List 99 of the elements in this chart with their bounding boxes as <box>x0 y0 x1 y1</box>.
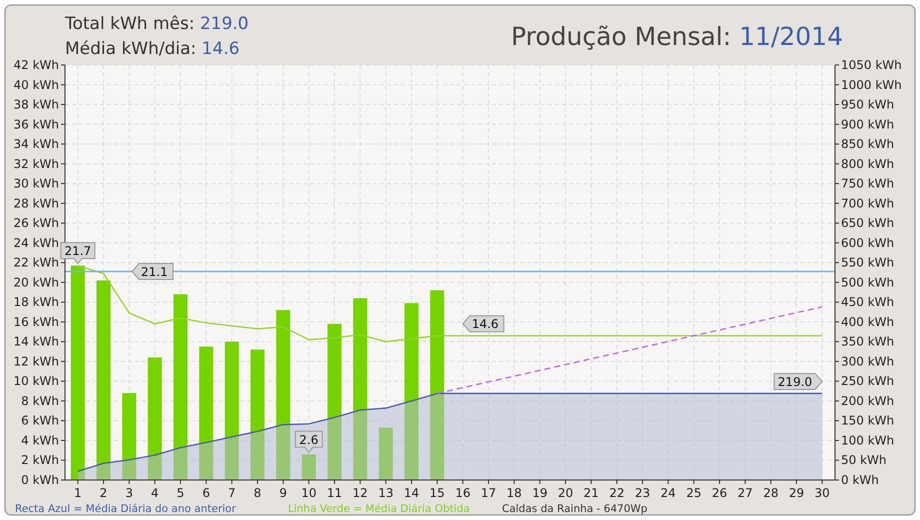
x-tick-label: 26 <box>712 486 728 500</box>
x-tick-label: 9 <box>279 486 287 500</box>
y2-tick-label: 300 kWh <box>841 354 894 368</box>
y-tick-label: 26 kWh <box>13 216 59 230</box>
bar <box>250 350 264 480</box>
y-tick-label: 0 kWh <box>21 473 59 487</box>
bar <box>96 280 110 480</box>
y2-tick-label: 150 kWh <box>841 414 894 428</box>
y2-tick-label: 500 kWh <box>841 275 894 290</box>
y-tick-label: 18 kWh <box>13 295 59 310</box>
y-tick-label: 28 kWh <box>13 196 59 210</box>
bar <box>174 294 188 480</box>
y2-tick-label: 700 kWh <box>841 196 894 210</box>
y2-tick-label: 350 kWh <box>841 334 894 349</box>
y-tick-label: 42 kWh <box>13 58 59 72</box>
data-label: 219.0 <box>778 374 812 389</box>
y2-tick-label: 750 kWh <box>841 176 894 191</box>
y-tick-label: 40 kWh <box>13 78 59 92</box>
y2-tick-label: 650 kWh <box>841 216 894 230</box>
y-tick-label: 8 kWh <box>21 394 59 408</box>
x-tick-label: 1 <box>74 486 82 500</box>
y2-tick-label: 100 kWh <box>841 433 894 448</box>
x-tick-label: 29 <box>788 486 804 500</box>
bar <box>353 298 368 480</box>
data-label: 2.6 <box>299 432 318 447</box>
y2-tick-label: 200 kWh <box>841 394 894 408</box>
bar <box>328 324 342 480</box>
bar <box>378 428 393 480</box>
text: Total kWh mês: 219.0 <box>64 14 249 34</box>
bar <box>148 357 162 480</box>
y2-tick-label: 850 kWh <box>841 137 894 152</box>
x-tick-label: 30 <box>814 486 830 500</box>
x-tick-label: 17 <box>480 486 496 500</box>
x-tick-label: 18 <box>506 486 522 500</box>
y-tick-label: 10 kWh <box>13 374 59 388</box>
y-tick-label: 4 kWh <box>21 433 59 448</box>
chart-title: Produção Mensal: 11/2014 <box>510 22 843 51</box>
y2-tick-label: 800 kWh <box>841 156 894 171</box>
x-tick-label: 25 <box>686 486 702 500</box>
x-tick-label: 21 <box>584 486 599 500</box>
y2-tick-label: 1000 kWh <box>841 78 902 92</box>
y-tick-label: 22 kWh <box>13 256 59 270</box>
x-tick-label: 3 <box>125 486 133 500</box>
y2-tick-label: 550 kWh <box>841 256 894 270</box>
x-tick-label: 12 <box>352 486 368 500</box>
y-tick-label: 6 kWh <box>21 414 59 428</box>
x-tick-label: 24 <box>660 486 676 500</box>
y-tick-label: 36 kWh <box>13 117 59 132</box>
y-tick-label: 2 kWh <box>21 453 59 468</box>
x-tick-label: 10 <box>301 486 316 500</box>
x-tick-label: 6 <box>202 486 210 500</box>
y-tick-label: 30 kWh <box>13 176 59 191</box>
x-tick-label: 15 <box>430 486 445 500</box>
y2-tick-label: 450 kWh <box>841 295 894 310</box>
y-tick-label: 14 kWh <box>13 334 59 349</box>
y2-tick-label: 900 kWh <box>841 117 894 132</box>
x-tick-label: 7 <box>228 486 236 500</box>
x-tick-label: 16 <box>455 486 470 500</box>
y-tick-label: 38 kWh <box>13 98 59 112</box>
y-tick-label: 16 kWh <box>13 314 59 329</box>
x-tick-label: 8 <box>254 486 262 500</box>
x-tick-label: 14 <box>404 486 420 500</box>
x-tick-label: 11 <box>326 486 342 500</box>
text: Média kWh/dia: 14.6 <box>65 39 240 59</box>
bar <box>224 342 239 480</box>
bar <box>122 393 136 480</box>
data-label: 14.6 <box>472 317 499 332</box>
x-tick-label: 13 <box>378 486 394 500</box>
x-tick-label: 5 <box>176 486 184 500</box>
y2-tick-label: 50 kWh <box>841 453 887 468</box>
y-tick-label: 12 kWh <box>13 354 59 368</box>
y2-tick-label: 1050 kWh <box>841 58 902 72</box>
ref-line-label: 21.1 <box>141 265 168 280</box>
y-tick-label: 20 kWh <box>13 275 59 290</box>
y2-tick-label: 950 kWh <box>841 98 894 112</box>
data-label: 21.7 <box>64 244 92 258</box>
x-tick-label: 4 <box>151 486 159 500</box>
x-tick-label: 22 <box>609 486 624 500</box>
bar <box>276 310 290 480</box>
y-tick-label: 24 kWh <box>13 236 59 250</box>
text: Linha Verde = Média Diária Obtida <box>288 503 470 515</box>
bar <box>404 303 418 480</box>
y2-tick-label: 600 kWh <box>841 236 894 250</box>
x-tick-label: 23 <box>634 486 650 500</box>
y2-tick-label: 400 kWh <box>841 314 894 329</box>
x-tick-label: 27 <box>738 486 753 500</box>
line-series <box>77 264 823 342</box>
x-tick-label: 20 <box>558 486 574 500</box>
text: Recta Azul = Média Diária do ano anterior <box>15 503 237 515</box>
y-tick-label: 32 kWh <box>13 156 59 171</box>
bar <box>430 290 444 480</box>
y2-tick-label: 0 kWh <box>841 473 879 487</box>
y2-tick-label: 250 kWh <box>841 374 894 388</box>
bar <box>199 346 214 480</box>
y-tick-label: 34 kWh <box>13 137 59 152</box>
x-tick-label: 19 <box>532 486 548 500</box>
x-tick-label: 28 <box>763 486 778 500</box>
x-tick-label: 2 <box>100 486 108 500</box>
text: Caldas da Rainha - 6470Wp <box>502 503 648 515</box>
